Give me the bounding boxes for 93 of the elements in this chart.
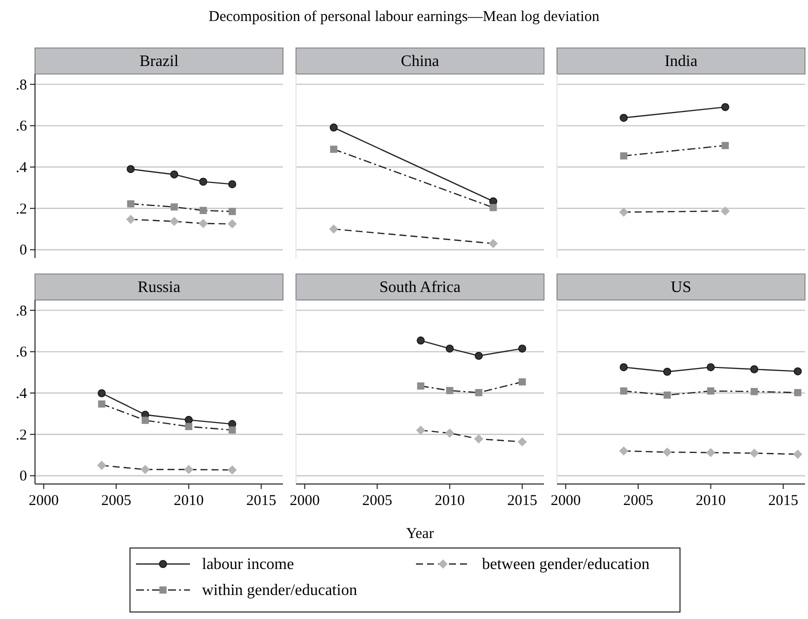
point	[198, 218, 208, 228]
legend-label: labour income	[202, 556, 294, 573]
x-tick-label: 2000	[550, 493, 581, 509]
point	[199, 178, 208, 186]
point	[706, 363, 715, 372]
x-tick-label: 2005	[623, 493, 654, 509]
point	[330, 146, 338, 153]
point	[228, 426, 236, 434]
point	[417, 382, 424, 390]
x-tick-label: 2010	[174, 493, 204, 509]
y-tick-label: 0	[20, 468, 27, 485]
point	[750, 365, 758, 374]
y-tick-label: .6	[16, 344, 28, 361]
point	[706, 448, 716, 458]
point	[474, 434, 484, 444]
text: Decomposition of personal labour earnings—Mean log deviation	[208, 9, 600, 25]
point	[662, 448, 672, 457]
y-tick-label: .2	[16, 427, 27, 444]
point	[416, 336, 425, 345]
point	[720, 206, 730, 216]
point	[228, 219, 237, 228]
point	[707, 387, 714, 395]
point	[750, 448, 759, 458]
point	[228, 180, 236, 188]
point	[126, 214, 136, 224]
point	[721, 103, 730, 112]
point	[722, 142, 729, 150]
legend-label: between gender/education	[482, 556, 650, 573]
point	[98, 389, 106, 398]
point	[620, 387, 628, 395]
point	[518, 344, 526, 353]
point	[475, 389, 482, 396]
point	[127, 200, 134, 208]
point	[794, 389, 802, 396]
x-axis-title: Year	[406, 526, 434, 542]
point	[330, 124, 338, 132]
point	[518, 437, 527, 446]
x-tick-label: 2010	[696, 493, 726, 509]
x-tick-label: 2000	[290, 493, 320, 509]
y-tick-label: .4	[16, 160, 28, 176]
y-tick-label: .8	[16, 303, 27, 320]
point	[750, 388, 758, 396]
y-tick-label: .4	[16, 386, 28, 402]
point	[140, 464, 150, 474]
x-tick-label: 2005	[101, 493, 132, 509]
point	[228, 465, 237, 475]
point	[445, 428, 454, 438]
point	[620, 363, 628, 372]
chart-title: Russia	[138, 279, 180, 296]
point	[228, 208, 236, 216]
point	[184, 416, 193, 424]
point	[663, 368, 672, 376]
point	[200, 206, 207, 214]
y-tick-label: .8	[16, 77, 27, 94]
x-tick-label: 2010	[434, 493, 465, 509]
chart-title: Brazil	[139, 53, 180, 70]
chart-title: India	[664, 53, 698, 70]
point	[416, 426, 426, 435]
point	[619, 446, 628, 456]
point	[446, 344, 454, 353]
chart-title: US	[670, 279, 692, 296]
x-tick-label: 2000	[28, 493, 59, 509]
y-tick-label: .2	[16, 201, 27, 218]
point	[126, 165, 135, 174]
y-tick-label: .6	[16, 118, 28, 135]
legend-label: within gender/education	[202, 582, 358, 599]
x-tick-label: 2015	[246, 493, 276, 509]
point	[474, 352, 483, 360]
point	[185, 422, 192, 430]
point	[619, 208, 628, 217]
point	[97, 460, 106, 470]
point	[488, 238, 498, 248]
point	[793, 450, 802, 459]
x-tick-label: 2005	[362, 493, 392, 509]
point	[620, 114, 628, 122]
point	[446, 386, 454, 394]
point	[184, 464, 194, 474]
chart-title: China	[400, 53, 440, 70]
point	[170, 216, 179, 226]
point	[329, 224, 338, 234]
point	[170, 170, 178, 178]
chart-title: South Africa	[379, 279, 461, 296]
point	[518, 378, 526, 386]
point	[170, 203, 178, 211]
y-tick-label: 0	[20, 242, 27, 259]
point	[142, 416, 149, 424]
point	[664, 392, 671, 399]
point	[98, 400, 106, 408]
point	[620, 152, 628, 160]
point	[490, 204, 497, 212]
x-tick-label: 2015	[768, 493, 798, 509]
point	[794, 367, 802, 376]
x-tick-label: 2015	[507, 493, 538, 509]
